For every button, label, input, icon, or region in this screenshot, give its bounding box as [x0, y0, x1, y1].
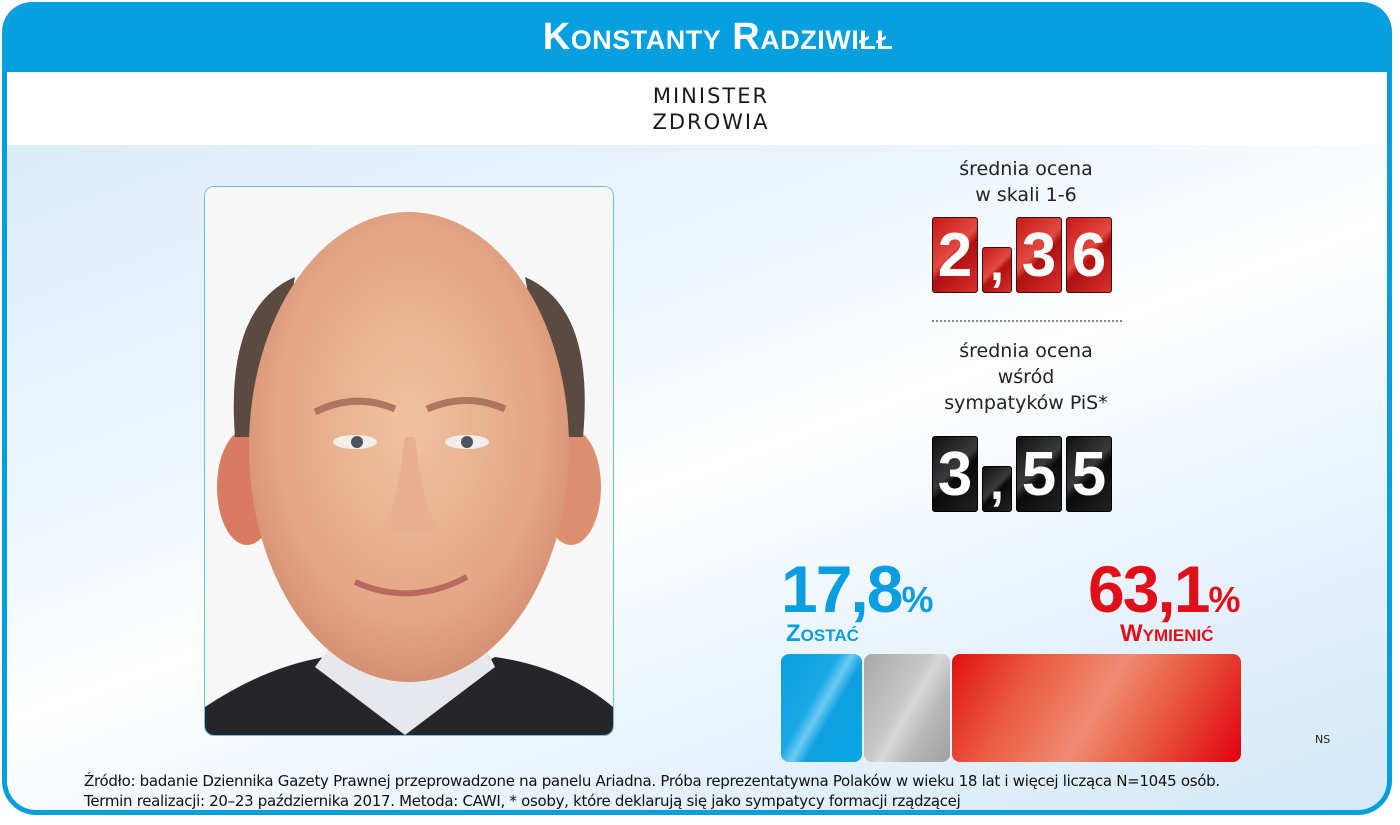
bar-undecided — [864, 654, 950, 762]
pis-rating-label-line-1: średnia ocena — [959, 340, 1093, 362]
pis-rating-label-line-3: sympatyków PiS* — [944, 392, 1108, 414]
position-band: MINISTER ZDROWIA — [7, 72, 1387, 145]
stay-value: 17,8 — [781, 552, 903, 626]
replace-value: 63,1 — [1088, 552, 1210, 626]
overall-rating-label: średnia ocena w skali 1-6 — [876, 156, 1176, 208]
digit-tile: 2 — [932, 217, 978, 293]
digit-tile: 3 — [932, 436, 978, 512]
comma-tile: , — [982, 238, 1012, 293]
undecided-label: NS — [1315, 733, 1331, 746]
overall-rating-label-line-2: w skali 1-6 — [975, 184, 1077, 206]
replace-percentage: 63,1% — [1088, 556, 1240, 633]
pis-rating-value: 3 , 5 5 — [932, 436, 1112, 512]
pis-rating-label: średnia ocena wśród sympatyków PiS* — [876, 338, 1176, 416]
digit-tile: 3 — [1016, 217, 1062, 293]
replace-label: Wymienić — [1120, 620, 1214, 647]
position-line-1: MINISTER — [652, 83, 770, 108]
person-name: Konstanty Radziwiłł — [542, 15, 894, 58]
divider-dotted — [932, 320, 1122, 322]
digit-tile: 5 — [1016, 436, 1062, 512]
percent-sign: % — [1208, 579, 1241, 620]
bar-stay — [781, 654, 862, 762]
portrait-photo — [204, 186, 614, 736]
digit-tile: 6 — [1066, 217, 1112, 293]
source-line-1: Źródło: badanie Dziennika Gazety Prawnej… — [84, 772, 1220, 790]
overall-rating-label-line-1: średnia ocena — [959, 158, 1093, 180]
stay-percentage: 17,8% — [781, 556, 933, 633]
comma-tile: , — [982, 457, 1012, 512]
pis-rating-label-line-2: wśród — [997, 366, 1055, 388]
stay-label: Zostać — [786, 620, 859, 647]
source-line-2: Termin realizacji: 20–23 października 20… — [84, 792, 961, 810]
title-bar: Konstanty Radziwiłł — [7, 2, 1387, 72]
portrait-illustration — [205, 187, 613, 735]
percent-sign: % — [901, 579, 934, 620]
source-note: Źródło: badanie Dziennika Gazety Prawnej… — [84, 771, 1220, 811]
position-line-2: ZDROWIA — [652, 109, 770, 134]
overall-rating-value: 2 , 3 6 — [932, 217, 1112, 293]
digit-tile: 5 — [1066, 436, 1112, 512]
bar-replace — [952, 654, 1241, 762]
